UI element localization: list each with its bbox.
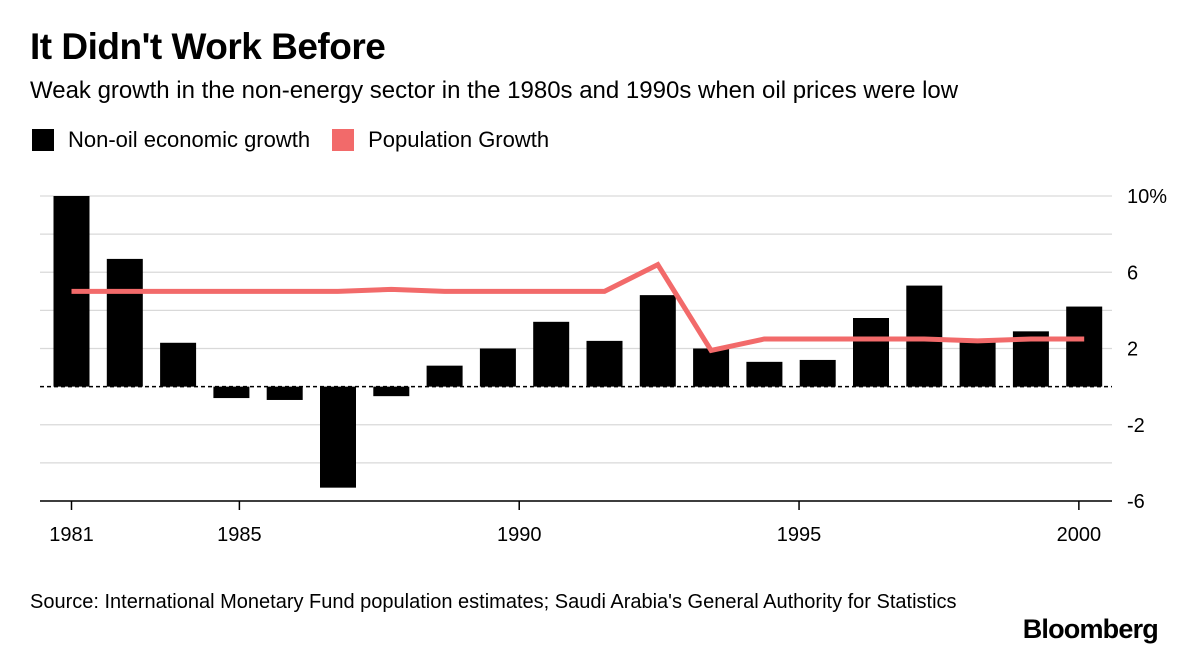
bar (906, 285, 943, 387)
source-note: Source: International Monetary Fund popu… (30, 591, 957, 613)
bar (959, 338, 996, 387)
legend-item-population-growth: Population Growth (332, 127, 549, 153)
y-tick-label: -6 (1127, 491, 1145, 513)
x-tick-label: 1985 (217, 524, 262, 546)
bar (320, 386, 356, 488)
bar (1066, 306, 1103, 387)
chart-subtitle: Weak growth in the non-energy sector in … (30, 77, 959, 104)
bar (533, 321, 570, 387)
bar (693, 348, 730, 387)
legend-label-non-oil-growth: Non-oil economic growth (68, 127, 311, 152)
bar (746, 361, 783, 387)
x-tick-label: 2000 (1057, 524, 1102, 546)
y-tick-label: 6 (1127, 262, 1138, 284)
bar (213, 386, 250, 399)
bar (266, 386, 303, 400)
bar (639, 295, 676, 387)
bar (373, 386, 410, 397)
y-tick-label: 2 (1127, 339, 1138, 361)
bar (586, 340, 623, 387)
y-tick-label: 10% (1127, 186, 1167, 208)
bar (853, 318, 889, 387)
legend-swatch-line (332, 129, 355, 151)
bloomberg-logo: Bloomberg (1022, 614, 1159, 644)
legend-swatch-bars (32, 129, 54, 151)
bar (106, 258, 143, 387)
legend-label-population-growth: Population Growth (368, 127, 550, 152)
chart-title: It Didn't Work Before (30, 26, 386, 67)
y-tick-label: -2 (1127, 415, 1145, 437)
bar (160, 342, 197, 387)
x-tick-label: 1981 (49, 524, 94, 546)
x-tick-label: 1990 (497, 524, 542, 546)
bar (799, 359, 836, 387)
population-growth-line (71, 261, 1085, 354)
legend-item-non-oil-growth: Non-oil economic growth (32, 127, 310, 153)
bar (479, 348, 516, 387)
bar (426, 365, 463, 387)
legend: Non-oil economic growth Population Growt… (32, 127, 571, 153)
x-tick-label: 1995 (777, 524, 822, 546)
